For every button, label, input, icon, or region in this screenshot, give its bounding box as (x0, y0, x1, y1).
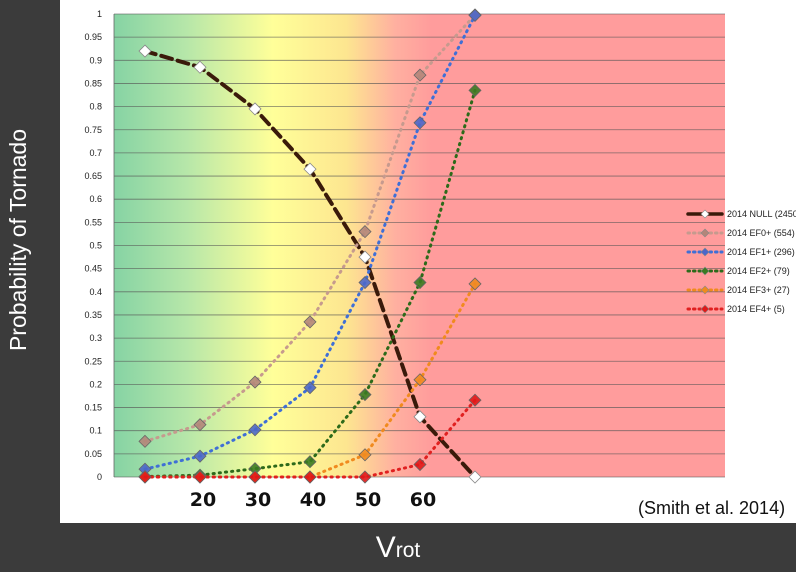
legend-entry: 2014 EF4+ (5) (686, 304, 785, 314)
y-tick-label: 0.3 (89, 333, 102, 343)
series-group (138, 8, 482, 484)
data-point (413, 275, 427, 290)
data-point (358, 225, 372, 239)
x-tick-label: 20 (190, 489, 216, 511)
y-tick-label: 0.2 (89, 379, 102, 389)
data-point (358, 275, 372, 290)
data-point (193, 418, 207, 432)
y-tick-label: 0.7 (89, 148, 102, 158)
data-point (358, 388, 372, 402)
legend-label: 2014 EF2+ (79) (727, 266, 790, 276)
x-axis-label-main: V (375, 531, 396, 564)
y-tick-label: 0.95 (84, 32, 102, 42)
legend-swatch-marker (700, 266, 710, 276)
data-point (303, 470, 317, 484)
data-point (248, 423, 262, 437)
y-tick-label: 0.4 (89, 287, 102, 297)
y-tick-label: 0.05 (84, 449, 102, 459)
y-tick-label: 1 (97, 9, 102, 19)
legend-label: 2014 EF0+ (554) (727, 228, 795, 238)
legend-swatch-marker (700, 304, 710, 314)
x-tick-labels: 20 30 40 50 60 (190, 489, 436, 511)
data-point (358, 250, 372, 264)
data-point (193, 470, 207, 484)
x-axis-label-sub: rot (395, 539, 421, 562)
data-point (303, 162, 317, 176)
y-tick-label: 0.25 (84, 356, 102, 366)
gridlines (113, 13, 725, 478)
legend-swatch-marker (700, 247, 710, 257)
data-point (413, 116, 427, 130)
data-point (138, 470, 152, 484)
data-point (358, 448, 372, 462)
chart-panel: 0 0.05 0.1 0.15 0.2 0.25 0.3 0.35 0.4 0.45 0.5 0.55… (60, 0, 796, 523)
probability-chart: 0 0.05 0.1 0.15 0.2 0.25 0.3 0.35 0.4 0.45 0.5 0.55… (84, 8, 796, 511)
y-tick-label: 0.9 (89, 55, 102, 65)
series (138, 44, 482, 484)
y-tick-label: 0.8 (89, 102, 102, 112)
legend-entry: 2014 EF1+ (296) (686, 247, 795, 257)
legend-label: 2014 NULL (2450) (727, 209, 796, 219)
data-point (413, 373, 427, 387)
data-point (193, 449, 207, 463)
y-tick-labels: 0 0.05 0.1 0.15 0.2 0.25 0.3 0.35 0.4 0.45 0.5 0.55… (84, 9, 102, 482)
data-point (468, 393, 482, 407)
legend-label: 2014 EF4+ (5) (727, 304, 785, 314)
legend: 2014 NULL (2450) 2014 EF0+ (554) 2014 EF1+… (686, 209, 796, 314)
legend-swatch-marker (700, 285, 710, 295)
y-tick-label: 0.55 (84, 217, 102, 227)
data-point (468, 83, 482, 97)
y-tick-label: 0.5 (89, 241, 102, 251)
data-point (358, 470, 372, 484)
y-tick-label: 0.15 (84, 403, 102, 413)
data-point (413, 457, 427, 472)
data-point (193, 60, 207, 74)
data-point (248, 470, 262, 484)
y-tick-label: 0.1 (89, 426, 102, 436)
data-point (468, 277, 482, 291)
x-tick-label: 40 (300, 489, 326, 511)
series (138, 393, 482, 484)
legend-swatch-marker (700, 228, 710, 238)
legend-label: 2014 EF3+ (27) (727, 285, 790, 295)
legend-entry: 2014 EF0+ (554) (686, 228, 795, 238)
y-tick-label: 0.6 (89, 194, 102, 204)
legend-entry: 2014 EF3+ (27) (686, 285, 790, 295)
data-point (138, 434, 152, 448)
legend-entry: 2014 NULL (2450) (686, 209, 796, 219)
y-tick-label: 0.45 (84, 264, 102, 274)
citation: (Smith et al. 2014) (638, 498, 786, 518)
y-tick-label: 0 (97, 472, 102, 482)
y-tick-label: 0.65 (84, 171, 102, 181)
legend-swatch-marker (700, 209, 710, 219)
y-axis-label: Probability of Tornado (5, 128, 31, 352)
data-point (303, 381, 317, 395)
x-tick-label: 50 (355, 489, 381, 511)
data-point (468, 8, 482, 22)
legend-label: 2014 EF1+ (296) (727, 247, 795, 257)
x-axis-label: Vrot (0, 528, 796, 571)
legend-entry: 2014 EF2+ (79) (686, 266, 790, 276)
y-tick-label: 0.75 (84, 125, 102, 135)
data-point (413, 68, 427, 82)
series (138, 8, 482, 476)
x-tick-label: 60 (410, 489, 436, 511)
data-point (413, 410, 427, 424)
data-point (138, 44, 152, 58)
data-point (248, 375, 262, 389)
y-tick-label: 0.85 (84, 78, 102, 88)
x-tick-label: 30 (245, 489, 271, 511)
data-point (248, 102, 262, 116)
data-point (468, 470, 482, 484)
data-point (303, 315, 317, 329)
y-tick-label: 0.35 (84, 310, 102, 320)
data-point (303, 455, 317, 469)
